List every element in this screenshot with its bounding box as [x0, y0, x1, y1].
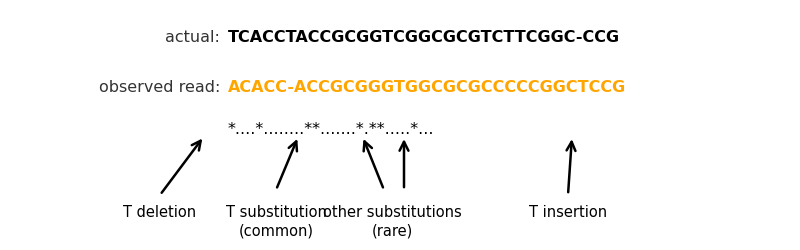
Text: T deletion: T deletion [123, 205, 197, 220]
Text: T insertion: T insertion [529, 205, 607, 220]
Text: *....*........**.......*.**.....*...: *....*........**.......*.**.....*... [228, 122, 434, 138]
Text: observed read:: observed read: [98, 80, 220, 95]
Text: T substitution
(common): T substitution (common) [226, 205, 326, 238]
Text: ACACC-ACCGCGGGTGGCGCGCCCCCGGCTCCG: ACACC-ACCGCGGGTGGCGCGCCCCCGGCTCCG [228, 80, 626, 95]
Text: other substitutions
(rare): other substitutions (rare) [322, 205, 462, 238]
Text: actual:: actual: [165, 30, 220, 45]
Text: TCACCTACCGCGGTCGGCGCGTCTTCGGC-CCG: TCACCTACCGCGGTCGGCGCGTCTTCGGC-CCG [228, 30, 620, 45]
